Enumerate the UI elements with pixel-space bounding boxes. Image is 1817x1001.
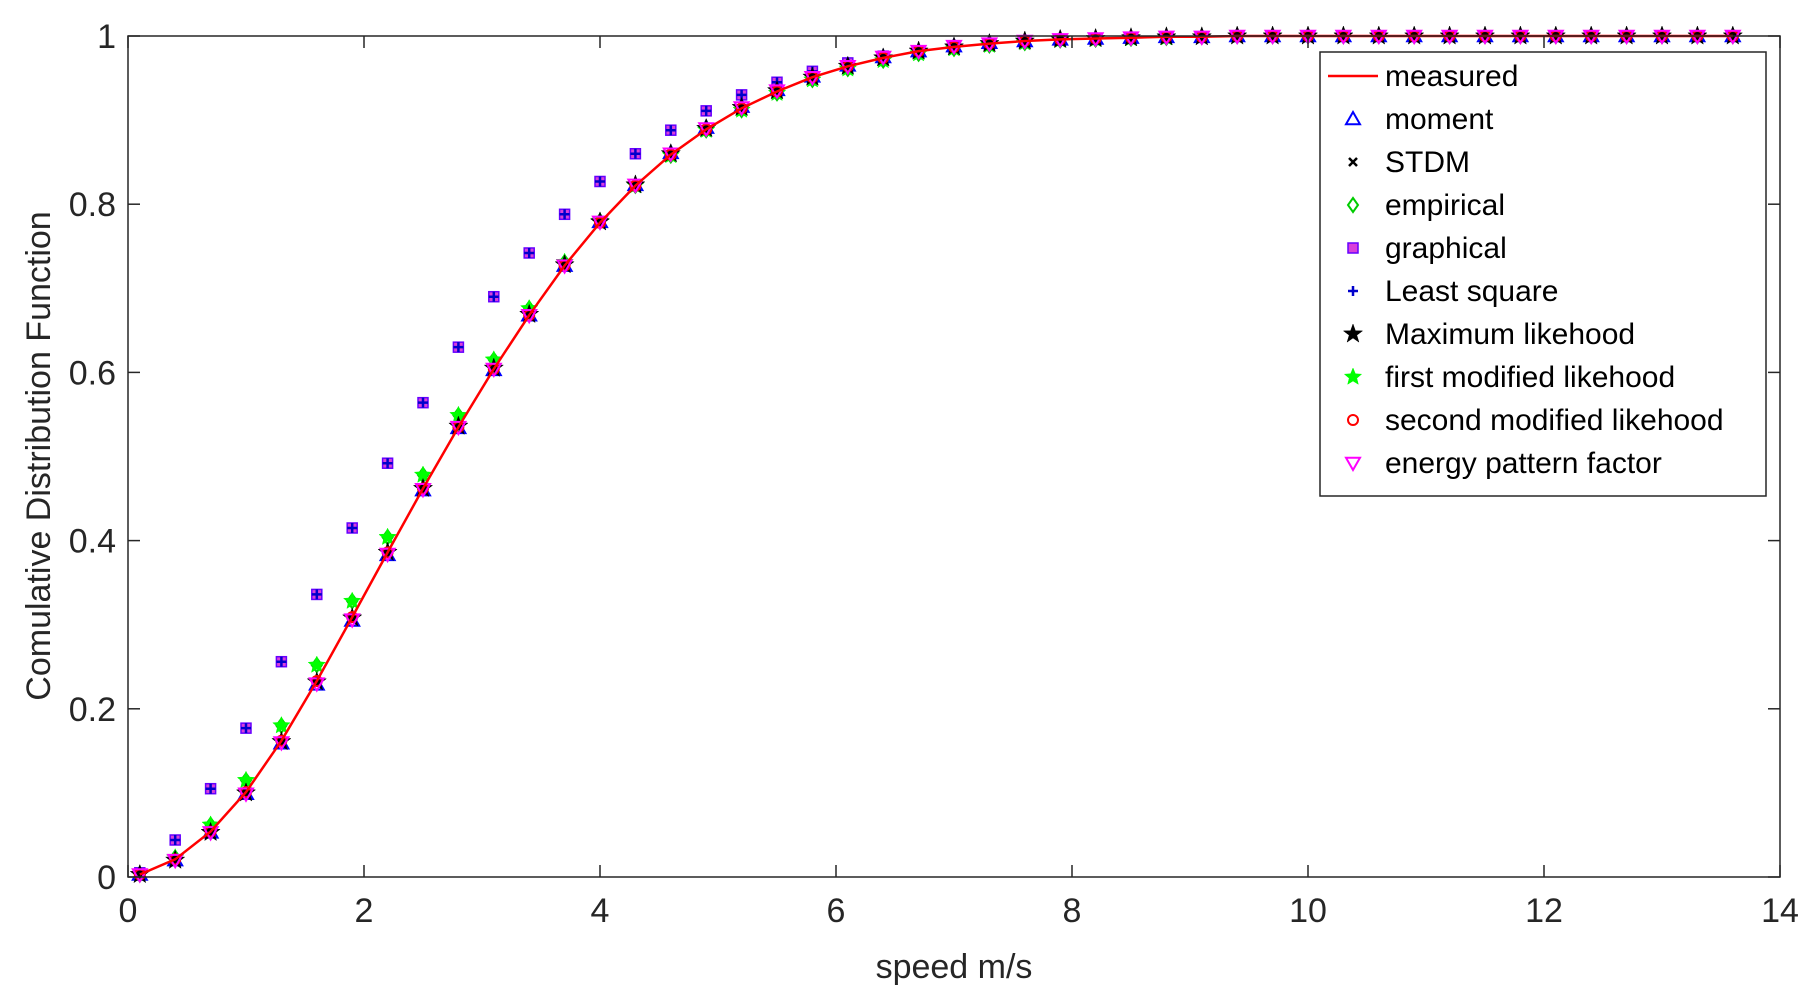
point-least-square <box>382 458 393 469</box>
legend-label-empirical: empirical <box>1385 189 1505 222</box>
x-tick-label: 8 <box>1063 892 1082 930</box>
legend-box <box>1319 51 1767 497</box>
point-energy-pattern-factor <box>555 259 574 275</box>
point-energy-pattern-factor <box>272 736 291 752</box>
y-tick-label: 0.2 <box>69 691 116 729</box>
point-least-square <box>205 783 216 794</box>
legend-swatch-stdm <box>1348 157 1358 167</box>
plot-frame <box>127 35 1781 878</box>
legend-swatch-least-square <box>1348 286 1358 296</box>
y-tick-label: 0.4 <box>69 523 116 561</box>
point-energy-pattern-factor <box>485 362 503 379</box>
legend-swatch-first-modified-likehood <box>1343 367 1363 385</box>
legend-swatch-maximum-likehood <box>1342 323 1364 343</box>
point-first-modified-likehood <box>307 655 327 673</box>
x-tick-label: 10 <box>1289 892 1327 930</box>
legend-label-first-modified-likehood: first modified likehood <box>1385 361 1675 394</box>
point-least-square <box>347 522 358 533</box>
point-energy-pattern-factor <box>768 84 786 100</box>
legend-label-least-square: Least square <box>1385 275 1558 308</box>
point-least-square <box>701 105 712 116</box>
point-energy-pattern-factor <box>378 547 397 564</box>
y-tick-label: 0.6 <box>69 354 116 392</box>
point-first-modified-likehood <box>272 715 291 734</box>
legend-label-energy-pattern-factor: energy pattern factor <box>1385 447 1662 480</box>
x-tick-label: 14 <box>1761 892 1799 930</box>
point-energy-pattern-factor <box>520 308 538 325</box>
legend-swatch-moment <box>1344 109 1362 126</box>
x-tick-label: 4 <box>591 892 610 930</box>
legend-swatch-second-modified-likehood <box>1347 414 1359 426</box>
point-first-modified-likehood <box>342 591 362 609</box>
point-energy-pattern-factor <box>697 122 715 138</box>
x-tick-label: 6 <box>827 892 846 930</box>
point-energy-pattern-factor <box>662 147 680 163</box>
point-least-square <box>595 176 605 187</box>
point-energy-pattern-factor <box>626 178 645 194</box>
legend-label-moment: moment <box>1385 103 1494 136</box>
y-tick-label: 0 <box>97 859 116 897</box>
point-least-square <box>241 723 251 734</box>
legend-swatch-graphical <box>1347 242 1359 254</box>
point-least-square <box>453 342 464 353</box>
point-least-square <box>170 834 181 845</box>
ticks-layer: 0 2 4 6 8 10 12 14 0 0.2 0.4 0.6 0.8 1 <box>69 18 1799 930</box>
point-least-square <box>276 656 287 667</box>
point-least-square <box>559 209 570 220</box>
legend-swatch-empirical <box>1346 196 1360 214</box>
point-least-square <box>311 589 322 600</box>
point-energy-pattern-factor <box>131 868 149 884</box>
point-least-square <box>665 125 676 136</box>
point-energy-pattern-factor <box>343 613 361 629</box>
point-least-square <box>488 291 499 302</box>
point-energy-pattern-factor <box>449 420 468 437</box>
point-energy-pattern-factor <box>732 101 751 117</box>
point-least-square <box>418 397 428 408</box>
point-first-modified-likehood <box>378 527 397 546</box>
point-energy-pattern-factor <box>414 483 432 499</box>
y-axis-label: Comulative Distribution Function <box>20 211 58 700</box>
point-least-square <box>524 247 535 258</box>
point-energy-pattern-factor <box>591 215 609 231</box>
legend-label-second-modified-likehood: second modified likehood <box>1385 404 1724 437</box>
x-tick-label: 12 <box>1525 892 1563 930</box>
point-energy-pattern-factor <box>308 677 326 693</box>
legend-label-graphical: graphical <box>1385 232 1507 265</box>
legend-label-measured: measured <box>1385 60 1518 93</box>
legend-swatch-energy-pattern-factor <box>1344 456 1362 473</box>
y-tick-label: 1 <box>97 18 116 56</box>
x-axis-label: speed m/s <box>876 948 1033 986</box>
point-least-square <box>630 148 641 159</box>
point-maximum-likehood <box>625 174 646 194</box>
legend-label-maximum-likehood: Maximum likehood <box>1385 318 1635 351</box>
x-tick-label: 0 <box>119 892 138 930</box>
x-tick-label: 2 <box>355 892 374 930</box>
legend: measured moment STDM empirical graphical Leas… <box>1319 51 1767 497</box>
y-tick-label: 0.8 <box>69 186 116 224</box>
legend-label-stdm: STDM <box>1385 146 1470 179</box>
